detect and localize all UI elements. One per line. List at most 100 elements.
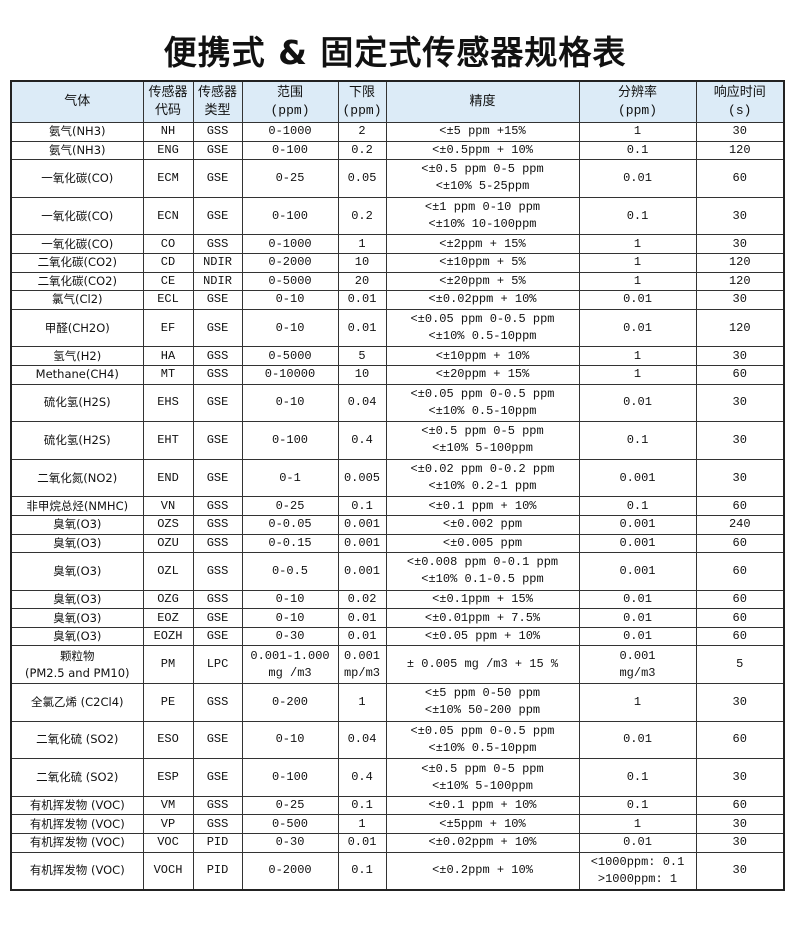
cell-text-line: ESP [157, 770, 179, 785]
cell-text-line: 30 [732, 236, 747, 251]
cell-text-line: 1 [633, 236, 642, 251]
cell-text-line: 5 [358, 348, 366, 363]
cell-text-line: GSS [206, 348, 229, 363]
cell-text-line: 0-10 [275, 732, 305, 747]
cell-text-line: (s) [728, 103, 752, 118]
cell-text-line: 240 [728, 517, 751, 532]
cell-text-line: 氯气(Cl2) [51, 292, 103, 307]
cell-text-line: 60 [732, 610, 747, 625]
cell-text-line: 0.001 [343, 517, 380, 532]
cell-sensor-type: GSS [192, 496, 243, 516]
cell-lower-limit: 20 [337, 271, 387, 292]
cell-text-line: <±5 ppm 0-50 ppm [424, 686, 541, 701]
cell-text-line: 0.001 [343, 648, 380, 663]
cell-text-line: 臭氧(O3) [53, 563, 102, 578]
cell-text-line: LPC [206, 657, 229, 672]
cell-text-line: 0-2000 [268, 863, 312, 878]
cell-gas: 氢气(H2) [10, 346, 144, 366]
cell-text-line: <±10% 10-100ppm [428, 217, 537, 232]
cell-sensor-code: EOZH [142, 626, 194, 647]
cell-sensor-code: OZG [142, 589, 194, 610]
cell-lower-limit: 0.01 [337, 308, 387, 348]
column-header-accuracy: 精度 [385, 80, 580, 123]
cell-gas: 二氧化氮(NO2) [10, 458, 144, 498]
cell-lower-limit: 2 [337, 122, 387, 142]
cell-accuracy: <±5 ppm 0-50 ppm <±10% 50-200 ppm [385, 683, 580, 722]
cell-lower-limit: 0.04 [337, 383, 387, 423]
cell-resolution: 0.001 [578, 533, 697, 554]
cell-gas: 全氯乙烯 (C2Cl4) [10, 683, 144, 722]
cell-text-line: 1 [633, 255, 642, 270]
cell-response-time: 60 [695, 720, 785, 760]
cell-sensor-type: GSS [192, 533, 243, 554]
cell-text-line: 有机挥发物 (VOC) [29, 835, 125, 850]
cell-text-line: 1 [633, 124, 642, 139]
table-row: Methane(CH4) MT GSS 0-10000 10 <±20ppm + 15% 1… [10, 364, 785, 385]
cell-accuracy: <±0.1 ppm + 10% [385, 496, 580, 516]
cell-text-line: 30 [732, 770, 747, 785]
cell-text-line: MT [160, 367, 176, 382]
cell-text-line: GSE [206, 610, 229, 625]
cell-text-line: 类型 [204, 103, 231, 118]
cell-sensor-code: NH [142, 122, 194, 142]
cell-text-line: 一氧化碳(CO) [41, 236, 114, 251]
cell-text-line: 0.1 [626, 798, 649, 813]
cell-text-line: 范围 [276, 85, 303, 100]
cell-text-line: (ppm) [270, 103, 310, 118]
cell-gas: 甲醛(CH2O) [10, 308, 144, 348]
cell-text-line: 二氧化硫 (SO2) [36, 732, 119, 747]
cell-lower-limit: 0.2 [337, 140, 387, 161]
cell-gas: 臭氧(O3) [10, 608, 144, 628]
cell-sensor-code: CO [142, 234, 194, 254]
cell-sensor-code: ENG [142, 140, 194, 161]
cell-sensor-code: ESO [142, 720, 194, 760]
cell-accuracy: <±0.02ppm + 10% [385, 833, 580, 853]
cell-sensor-type: GSS [192, 795, 243, 816]
cell-text-line: <±0.2ppm + 10% [432, 863, 533, 878]
cell-range: 0-10 [241, 290, 339, 310]
cell-text-line: 0.01 [347, 629, 377, 644]
cell-text-line: 硫化氢(H2S) [43, 395, 111, 410]
cell-sensor-type: PID [192, 851, 243, 891]
cell-text-line: NDIR [203, 273, 232, 288]
cell-text-line: OZG [157, 591, 179, 606]
cell-range: 0-25 [241, 496, 339, 516]
cell-lower-limit: 0.01 [337, 626, 387, 647]
table-row: 有机挥发物 (VOC) VP GSS 0-500 1 <±5ppm + 10% 1 30 [10, 814, 785, 835]
cell-lower-limit: 0.01 [337, 290, 387, 310]
table-row: 一氧化碳(CO) ECM GSE 0-25 0.05 <±0.5 ppm 0-5 ppm <… [10, 159, 785, 198]
cell-range: 0-30 [241, 833, 339, 853]
cell-resolution: 0.001 mg/m3 [578, 645, 697, 685]
cell-response-time: 30 [695, 814, 785, 835]
cell-text-line: HA [160, 348, 176, 363]
cell-lower-limit: 1 [337, 683, 387, 722]
cell-sensor-code: OZS [142, 514, 194, 535]
cell-text-line: 代码 [154, 103, 181, 118]
cell-sensor-type: GSE [192, 290, 243, 310]
cell-text-line: PID [206, 863, 229, 878]
cell-sensor-code: END [142, 458, 194, 498]
cell-text-line: 甲醛(CH2O) [44, 320, 110, 335]
cell-gas: 二氧化碳(CO2) [10, 271, 144, 292]
cell-range: 0-25 [241, 159, 339, 198]
cell-range: 0.001-1.000 mg /m3 [241, 645, 339, 685]
cell-accuracy: <±0.05 ppm 0-0.5 ppm <±10% 0.5-10ppm [385, 308, 580, 348]
cell-text-line: 0-10000 [264, 367, 316, 382]
cell-lower-limit: 10 [337, 252, 387, 273]
cell-sensor-type: GSE [192, 458, 243, 498]
cell-text-line: 0-100 [271, 770, 308, 785]
cell-text-line: 0.4 [351, 770, 373, 785]
cell-text-line: 二氧化碳(CO2) [37, 273, 117, 288]
cell-response-time: 30 [695, 346, 785, 366]
cell-range: 0-10 [241, 720, 339, 760]
cell-text-line: 传感器 [148, 85, 188, 100]
cell-lower-limit: 0.05 [337, 159, 387, 198]
cell-text-line: <±10% 0.1-0.5 ppm [421, 572, 544, 587]
cell-range: 0-0.5 [241, 552, 339, 591]
cell-range: 0-2000 [241, 851, 339, 891]
cell-accuracy: <±2ppm + 15% [385, 234, 580, 254]
cell-range: 0-100 [241, 140, 339, 161]
cell-gas: 臭氧(O3) [10, 533, 144, 554]
cell-text-line: 30 [732, 863, 747, 878]
cell-response-time: 30 [695, 833, 785, 853]
